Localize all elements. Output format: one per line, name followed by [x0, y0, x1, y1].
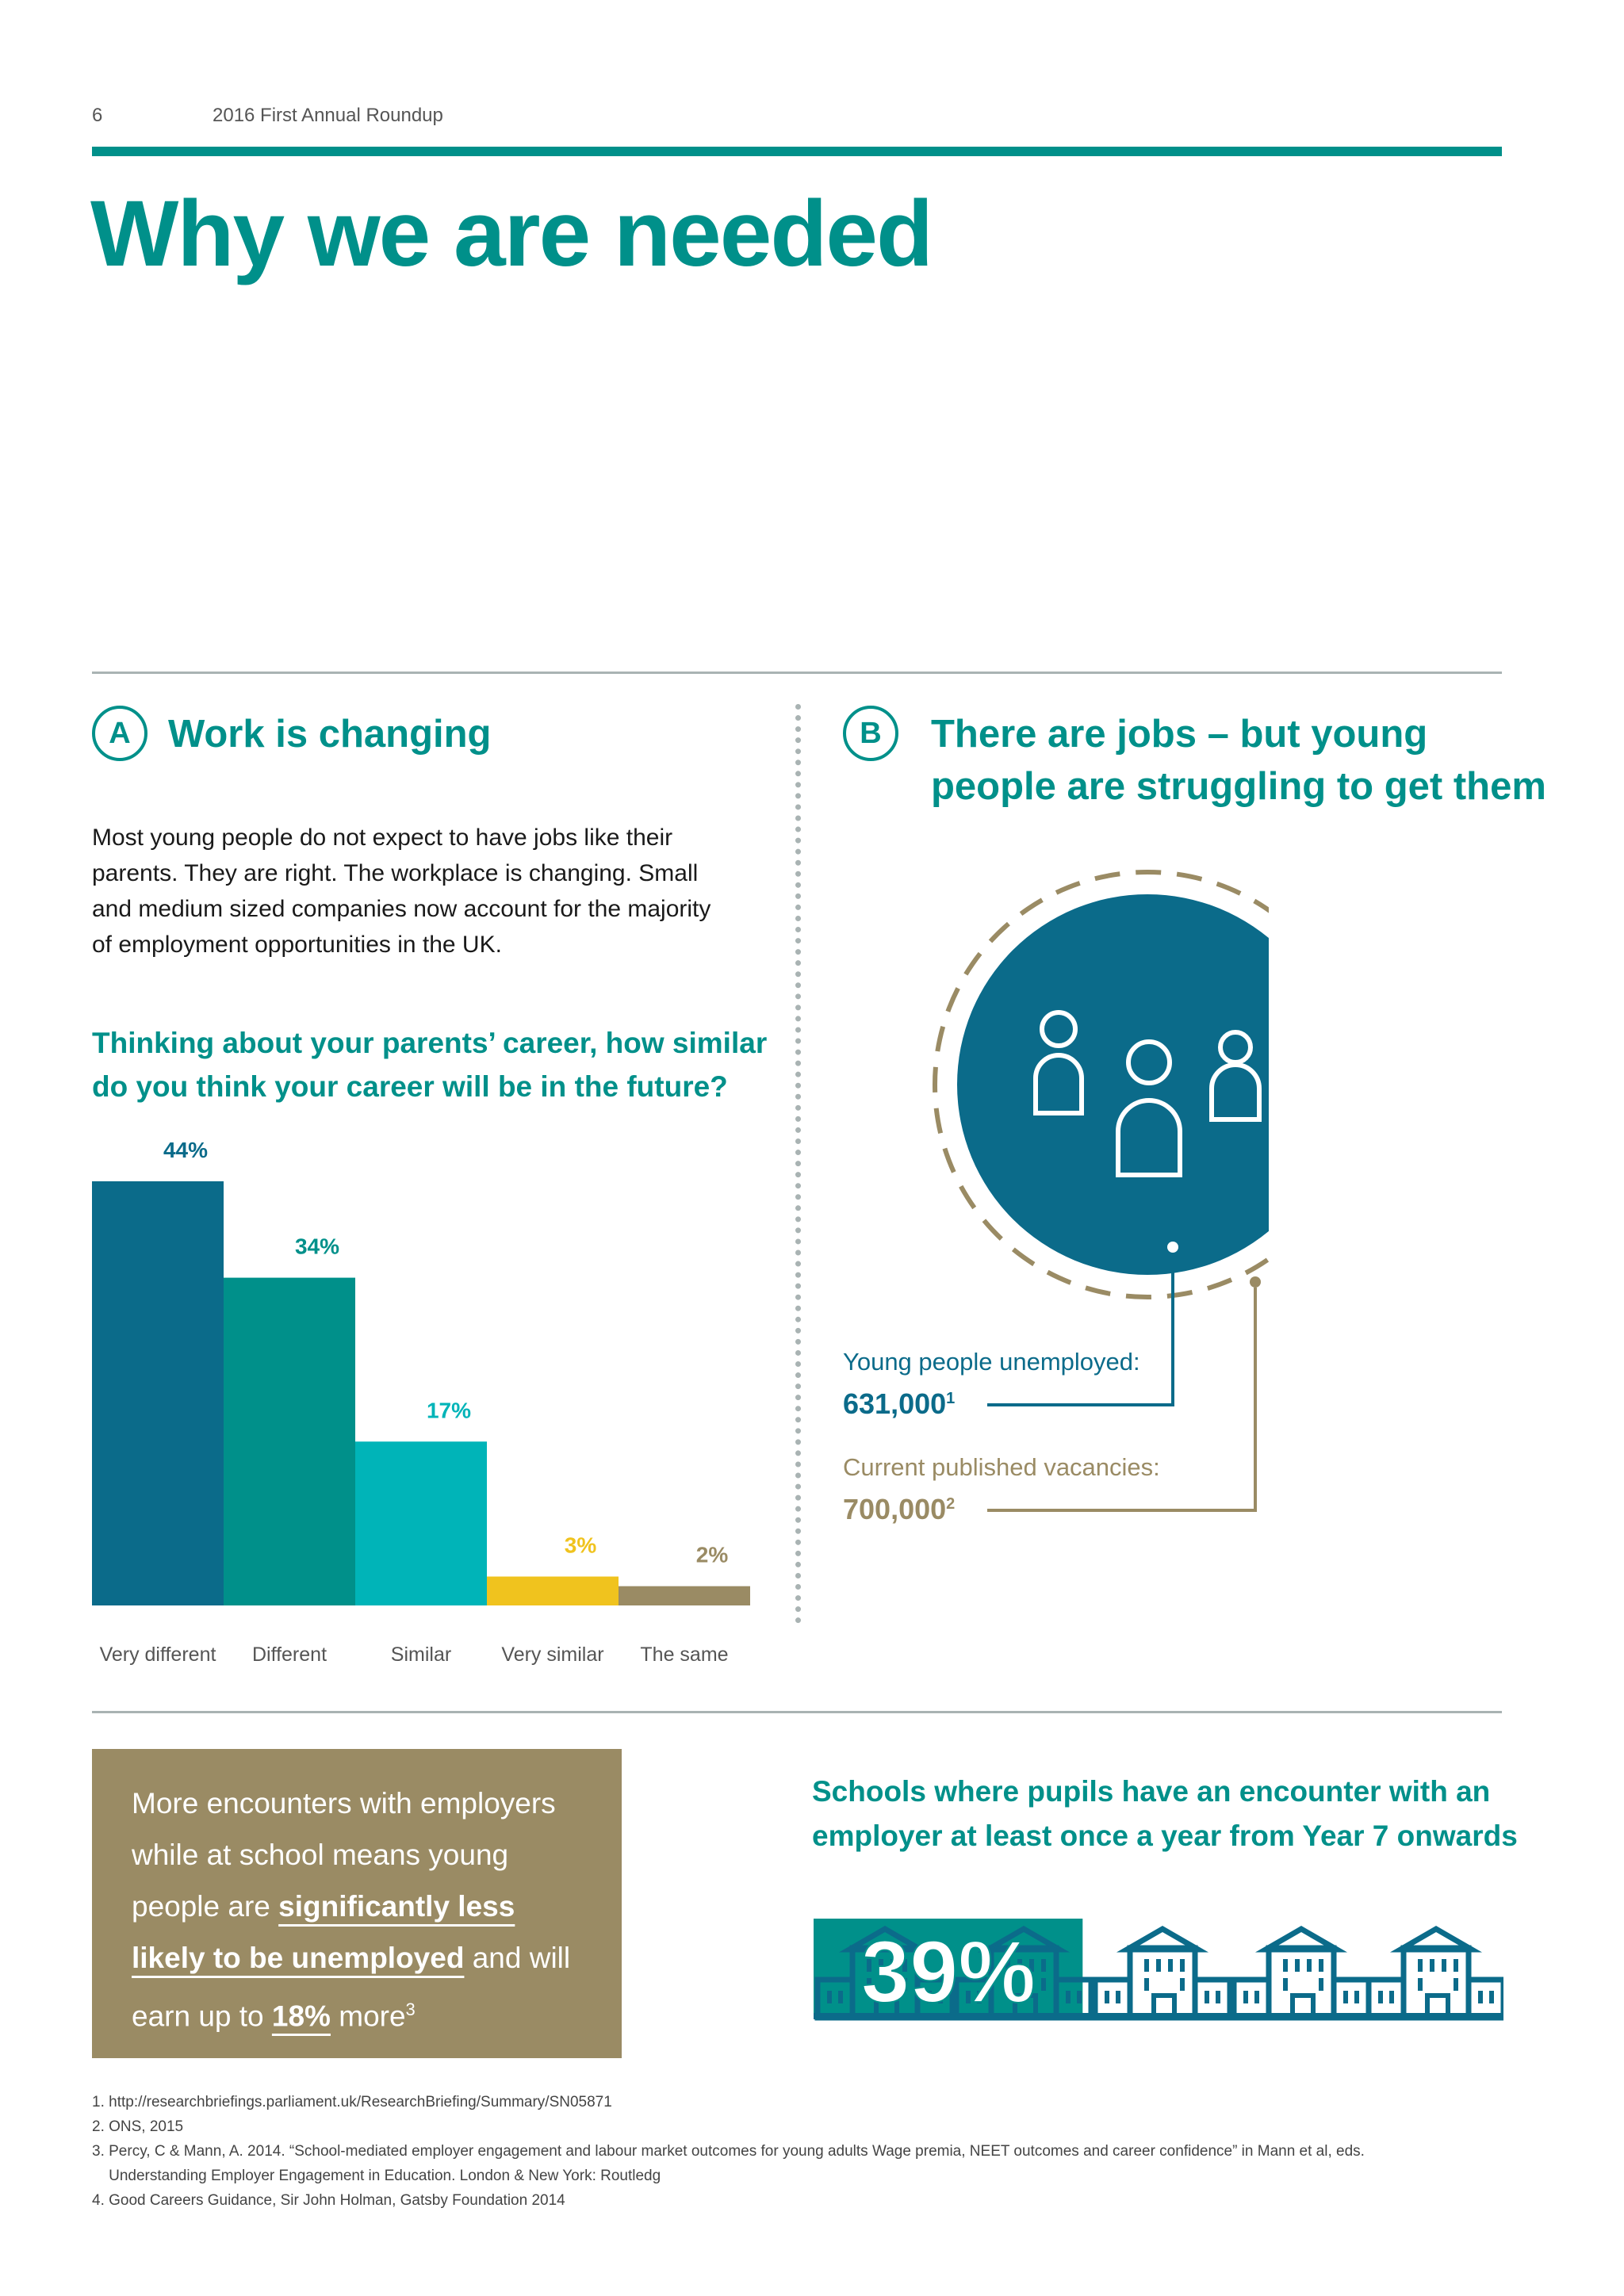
question-line: do you think your career will be in the …	[92, 1070, 728, 1103]
data-label: 2%	[696, 1543, 729, 1567]
unemployed-circle	[957, 894, 1269, 1275]
body-line: and medium sized companies now account f…	[92, 896, 711, 922]
vacancies-ref: 2	[946, 1495, 956, 1513]
category-label: Very similar	[501, 1644, 603, 1666]
data-label: 3%	[565, 1533, 597, 1558]
question-line: Thinking about your parents’ career, how…	[92, 1027, 768, 1059]
category-label: Different	[252, 1644, 327, 1666]
section-b-badge: B	[843, 706, 898, 761]
footnote: 2. ONS, 2015	[92, 2118, 184, 2135]
unemployed-leader-line	[987, 1253, 1174, 1406]
section-a-body: Most young people do not expect to have …	[92, 820, 774, 962]
section-divider-top	[92, 672, 1502, 674]
category-label: The same	[640, 1644, 728, 1666]
section-divider-bottom	[92, 1711, 1502, 1713]
footnote: 4. Good Careers Guidance, Sir John Holma…	[92, 2192, 565, 2209]
unemployment-graphic	[933, 870, 1269, 1512]
page-number: 6	[92, 105, 103, 126]
footnotes: 1. http://researchbriefings.parliament.u…	[92, 2090, 1365, 2213]
schools-heading-line: employer at least once a year from Year …	[812, 1820, 1518, 1852]
employer-encounters-callout: More encounters with employers while at …	[92, 1749, 622, 2058]
schools-heading: Schools where pupils have an encounter w…	[812, 1770, 1518, 1858]
body-line: of employment opportunities in the UK.	[92, 932, 502, 958]
callout-text: and will earn up to	[132, 1942, 571, 2033]
data-label: 34%	[295, 1234, 339, 1259]
section-b-title-line: people are struggling to get them	[931, 765, 1546, 808]
footnote: Understanding Employer Engagement in Edu…	[92, 2168, 661, 2184]
bar-similar	[355, 1441, 487, 1605]
callout-text: More encounters with employers while at …	[132, 1787, 556, 1923]
footnote: 1. http://researchbriefings.parliament.u…	[92, 2094, 612, 2110]
bar-the-same	[619, 1586, 750, 1605]
unemployed-label: Young people unemployed:	[843, 1348, 1140, 1376]
page-title: Why we are needed	[90, 182, 933, 286]
section-a-badge: A	[92, 706, 147, 761]
bar-very-similar	[487, 1576, 619, 1605]
category-label: Very different	[100, 1644, 216, 1666]
schools-ground-line	[814, 2013, 1503, 2019]
unemployed-value: 631,0001	[843, 1387, 955, 1421]
vacancies-number: 700,000	[843, 1493, 947, 1525]
vacancies-value: 700,0002	[843, 1493, 955, 1526]
body-line: Most young people do not expect to have …	[92, 825, 673, 851]
dotted-divider	[795, 704, 801, 1624]
category-label: Similar	[391, 1644, 451, 1666]
footnote: 3. Percy, C & Mann, A. 2014. “School-med…	[92, 2143, 1365, 2160]
schools-heading-line: Schools where pupils have an encounter w…	[812, 1775, 1491, 1808]
unemployed-dot	[1167, 1242, 1178, 1253]
vacancies-label: Current published vacancies:	[843, 1453, 1160, 1481]
bar-very-different	[92, 1181, 224, 1605]
vacancies-ring	[933, 870, 1269, 1299]
bar-different	[224, 1277, 355, 1605]
publication-title: 2016 First Annual Roundup	[213, 105, 443, 126]
vacancies-dot	[1250, 1276, 1261, 1288]
section-b-title: There are jobs – but young people are st…	[931, 708, 1546, 813]
callout-ref: 3	[405, 1999, 416, 2019]
unemployed-ref: 1	[946, 1390, 956, 1407]
unemployed-number: 631,000	[843, 1387, 947, 1420]
chart-question: Thinking about your parents’ career, how…	[92, 1021, 767, 1108]
schools-percent: 39%	[861, 1923, 1036, 2021]
data-label: 44%	[163, 1138, 208, 1162]
vacancies-leader-line	[987, 1288, 1257, 1512]
header-rule	[92, 147, 1502, 156]
section-a-title: Work is changing	[168, 713, 492, 756]
schools-graphic: 39%	[814, 1919, 1503, 2022]
section-b-title-line: There are jobs – but young	[931, 713, 1428, 756]
data-label: 17%	[427, 1398, 471, 1422]
callout-highlight-percent: 18%	[271, 1999, 331, 2033]
bar-chart: 44% Very different 34% Different 17% Similar 3…	[92, 1138, 750, 1666]
callout-highlight: significantly less likely to be unemploy…	[132, 1890, 515, 1974]
people-group-icon	[1033, 1010, 1262, 1177]
callout-text: more	[330, 1999, 406, 2033]
body-line: parents. They are right. The workplace i…	[92, 860, 699, 886]
